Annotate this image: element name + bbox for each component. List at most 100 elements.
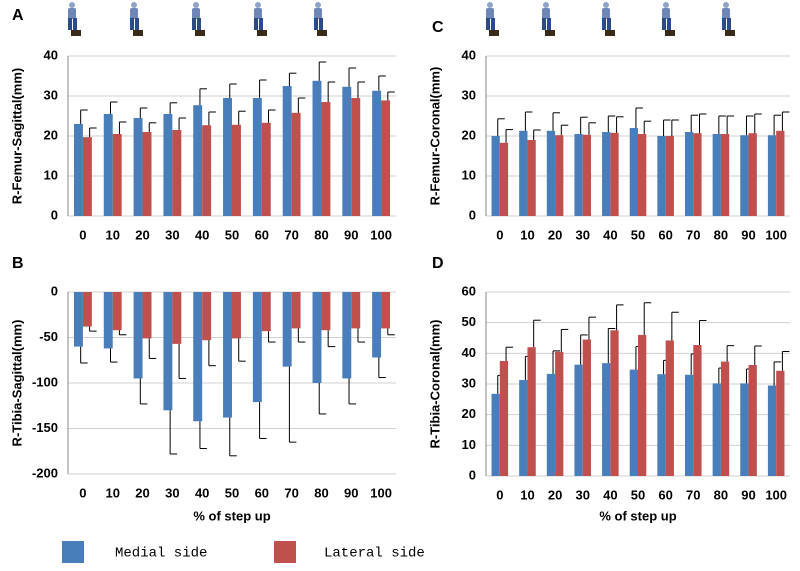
bar	[499, 361, 509, 476]
bar	[112, 134, 122, 216]
bar	[82, 137, 92, 216]
bar	[527, 347, 536, 476]
bar	[767, 385, 777, 476]
bar	[740, 383, 749, 476]
bar	[342, 86, 352, 216]
bar	[133, 118, 143, 216]
bar	[142, 132, 152, 216]
bar	[574, 134, 583, 216]
bar	[193, 292, 203, 422]
panel-label: D	[432, 255, 444, 272]
bar	[776, 370, 785, 476]
x-tick-label: 90	[344, 485, 358, 500]
x-tick-label: 30	[575, 227, 589, 242]
x-tick-label: 0	[496, 487, 503, 502]
bar	[574, 364, 583, 476]
x-tick-label: 70	[284, 485, 298, 500]
y-axis-label: R-Femur-Sagittal(mm)	[9, 68, 24, 205]
bar	[291, 112, 301, 216]
bar	[321, 102, 331, 216]
bar	[163, 292, 173, 411]
bar	[712, 134, 721, 216]
y-tick-label: 60	[462, 283, 476, 298]
y-tick-label: 30	[462, 375, 476, 390]
x-tick-label: 10	[520, 487, 534, 502]
bar	[555, 135, 564, 216]
bar	[351, 292, 361, 329]
bar	[712, 383, 721, 476]
bar	[73, 292, 83, 347]
bar	[172, 130, 182, 216]
y-tick-label: 50	[462, 314, 476, 329]
x-tick-label: 60	[255, 227, 269, 242]
x-tick-label: 60	[255, 485, 269, 500]
bar	[693, 133, 702, 216]
y-tick-label: 40	[44, 47, 58, 62]
bar	[629, 369, 638, 476]
bar	[740, 135, 749, 216]
bar	[351, 98, 361, 216]
legend-swatch	[274, 541, 296, 563]
x-tick-label: 40	[603, 487, 617, 502]
bar	[638, 134, 647, 216]
bar	[172, 292, 182, 344]
bar	[312, 292, 322, 383]
bar	[142, 292, 152, 339]
bar	[133, 292, 143, 379]
bar	[693, 345, 702, 476]
bar	[82, 292, 92, 327]
x-tick-label: 80	[314, 485, 328, 500]
bar	[776, 130, 785, 216]
y-tick-label: 0	[51, 207, 58, 222]
x-axis-label: % of step up	[193, 508, 270, 523]
y-axis-label: R-Tibia-Coronal(mm)	[427, 319, 442, 448]
bar	[261, 122, 271, 216]
x-tick-label: 10	[105, 485, 119, 500]
x-tick-label: 50	[631, 227, 645, 242]
legend-swatch	[62, 541, 84, 563]
x-tick-label: 30	[165, 227, 179, 242]
bar	[519, 130, 528, 216]
bar	[112, 292, 122, 331]
x-tick-label: 80	[314, 227, 328, 242]
bar	[657, 374, 666, 476]
bar	[291, 292, 301, 329]
bar	[282, 292, 292, 367]
bar	[720, 361, 730, 476]
bar	[546, 373, 556, 476]
x-tick-label: 0	[496, 227, 503, 242]
bar	[282, 86, 292, 216]
x-axis-label: % of step up	[599, 508, 676, 523]
x-tick-label: 50	[631, 487, 645, 502]
x-tick-label: 20	[548, 227, 562, 242]
x-tick-label: 60	[658, 227, 672, 242]
y-tick-label: 10	[44, 167, 58, 182]
bar	[261, 292, 271, 332]
x-tick-label: 50	[225, 485, 239, 500]
y-tick-label: 30	[44, 87, 58, 102]
bar	[748, 364, 757, 476]
bar	[372, 90, 382, 216]
bar	[232, 124, 241, 216]
panel-label: C	[432, 19, 444, 36]
panel-label: B	[12, 255, 24, 272]
bar	[767, 135, 777, 216]
y-tick-label: 10	[462, 437, 476, 452]
bar	[381, 292, 391, 329]
bar	[491, 393, 500, 476]
y-tick-label: 10	[462, 167, 476, 182]
bar	[610, 132, 619, 216]
bar	[342, 292, 352, 379]
bar	[720, 134, 730, 216]
x-tick-label: 30	[575, 487, 589, 502]
y-tick-label: 0	[51, 283, 58, 298]
y-tick-label: 20	[462, 406, 476, 421]
bar	[223, 98, 232, 216]
bar	[555, 351, 564, 476]
y-tick-label: -50	[39, 329, 58, 344]
x-tick-label: 20	[135, 227, 149, 242]
x-tick-label: 90	[741, 227, 755, 242]
y-tick-label: 0	[469, 207, 476, 222]
bar	[381, 100, 391, 216]
